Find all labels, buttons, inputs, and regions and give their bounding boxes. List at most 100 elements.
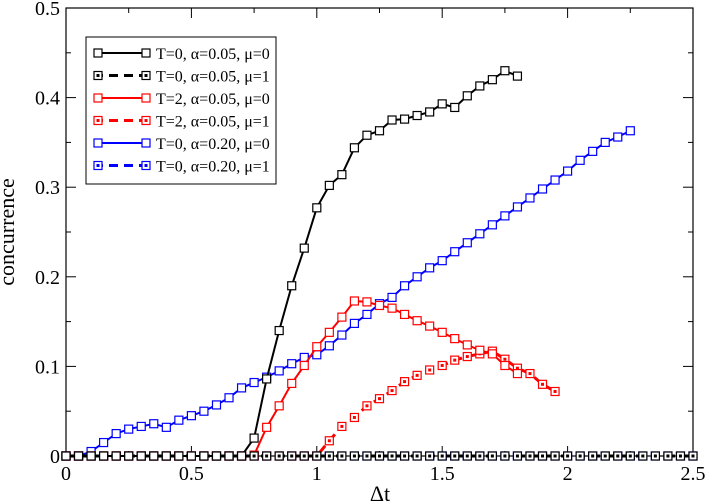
data-point-dot	[415, 373, 419, 377]
legend-marker	[93, 93, 103, 103]
data-point-dot	[327, 439, 331, 443]
data-point	[575, 155, 585, 165]
y-tick-label: 0	[50, 446, 60, 468]
data-point	[287, 359, 297, 369]
data-point-dot	[603, 454, 607, 458]
data-point-dot	[378, 397, 381, 401]
data-point	[124, 451, 134, 461]
data-point	[475, 81, 485, 91]
data-point	[186, 411, 196, 421]
data-point	[236, 383, 247, 393]
data-point	[349, 318, 360, 328]
data-point-dot	[340, 454, 344, 458]
series-line	[66, 349, 556, 458]
x-axis-ticks: 0 0.5 1 1.5 2 2.5	[61, 8, 706, 485]
data-point-dot	[440, 364, 444, 367]
legend-marker	[93, 48, 103, 58]
data-point-dot	[403, 454, 407, 458]
x-tick-label: 1.5	[430, 463, 455, 485]
data-point	[450, 247, 460, 257]
legend-label: T=0, α=0.20, μ=0	[156, 136, 270, 153]
data-point	[224, 451, 234, 461]
x-tick-label: 2	[563, 463, 573, 485]
y-axis-label: concurrence	[0, 178, 19, 285]
data-point-dot	[265, 454, 269, 458]
legend-marker-dot	[144, 119, 148, 122]
series-line	[66, 129, 631, 457]
data-point	[299, 360, 309, 371]
data-point	[462, 238, 472, 248]
data-point-dot	[616, 454, 620, 458]
data-point-dot	[365, 404, 369, 408]
data-point	[487, 75, 497, 85]
data-point	[274, 401, 284, 411]
legend-marker-dot	[96, 74, 100, 77]
data-point	[149, 419, 159, 429]
data-point	[487, 220, 497, 230]
legend: T=0, α=0.05, μ=0 T=0, α=0.05, μ=1 T=2, α=0…	[85, 36, 277, 185]
data-point	[462, 91, 472, 101]
series-t-0-alpha-0-05-mu-0	[61, 66, 523, 461]
data-point-dot	[541, 382, 545, 386]
data-point-dot	[515, 454, 519, 458]
data-point	[99, 451, 109, 461]
x-tick-label: 0	[61, 463, 71, 485]
data-point	[136, 451, 146, 461]
data-point	[262, 422, 272, 432]
data-point	[412, 316, 422, 326]
data-point-dot	[541, 454, 545, 458]
data-point	[211, 451, 222, 461]
data-point-dot	[691, 454, 695, 458]
data-point	[199, 406, 209, 416]
data-point	[73, 451, 84, 461]
x-axis-label: Δt	[370, 481, 390, 503]
data-point	[450, 334, 460, 344]
data-point	[425, 107, 435, 117]
data-point	[387, 292, 397, 303]
data-point-dot	[277, 454, 281, 458]
data-point	[412, 110, 422, 121]
data-point	[625, 126, 635, 136]
series-layer	[61, 66, 698, 461]
data-point	[525, 193, 535, 203]
data-point-dot	[302, 454, 306, 458]
legend-box	[85, 36, 277, 185]
data-point-dot	[453, 454, 457, 458]
legend-marker	[93, 138, 103, 148]
data-point	[588, 146, 598, 156]
data-point-dot	[315, 454, 319, 458]
data-point	[236, 451, 247, 461]
data-point	[111, 429, 121, 439]
data-point-dot	[327, 454, 331, 458]
data-point-dot	[578, 454, 582, 458]
data-point	[262, 374, 272, 384]
data-point-dot	[390, 389, 394, 393]
data-point-dot	[553, 454, 557, 458]
data-point	[186, 451, 196, 461]
data-point	[512, 71, 523, 81]
data-point-dot	[653, 454, 657, 458]
data-point	[199, 451, 209, 461]
data-point-dot	[528, 372, 532, 376]
data-point	[337, 330, 347, 340]
legend-marker	[141, 138, 151, 148]
data-point-dot	[340, 424, 344, 428]
data-point-dot	[490, 454, 494, 458]
data-point	[399, 114, 410, 124]
data-point	[149, 451, 159, 461]
data-point-dot	[465, 355, 469, 359]
data-point-dot	[528, 454, 532, 458]
data-point	[136, 421, 146, 432]
data-point	[500, 66, 510, 76]
data-point	[374, 126, 385, 136]
legend-label: T=0, α=0.05, μ=0	[156, 46, 270, 63]
data-point-dot	[252, 454, 256, 458]
data-point	[174, 451, 184, 461]
data-point	[374, 300, 385, 311]
data-point-dot	[515, 366, 519, 370]
data-point	[111, 451, 121, 461]
data-point	[399, 309, 410, 320]
data-point	[274, 366, 284, 376]
data-point-dot	[628, 454, 632, 458]
